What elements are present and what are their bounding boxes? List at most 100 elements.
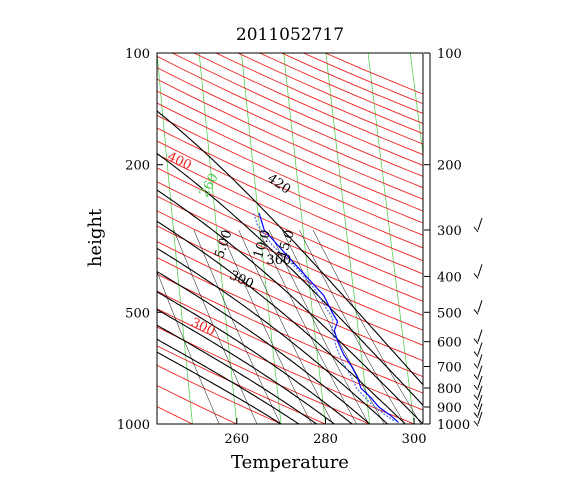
wind-barb — [477, 365, 483, 378]
sounding — [253, 212, 399, 423]
plot-frame — [156, 52, 424, 425]
axes: 260 280 300 100 200 500 1000 — [117, 47, 427, 447]
wind-tick-label: 500 — [437, 306, 462, 321]
dry-adiabat-line — [157, 127, 423, 249]
isotherm-line — [241, 53, 282, 424]
y-tick-label: 100 — [125, 47, 150, 62]
mixing-ratio-line — [312, 229, 422, 424]
dewpoint-profile — [253, 212, 395, 422]
dry-adiabat-line — [157, 308, 416, 424]
wind-barb-flag — [473, 351, 479, 357]
mixing-ratio-line — [220, 229, 312, 424]
moist-adiabat-line — [157, 291, 353, 424]
wind-barb — [477, 411, 483, 425]
moist-adiabat-line — [157, 308, 335, 424]
dry-adiabat-line — [259, 53, 423, 124]
mixing-ratio-line — [299, 229, 405, 424]
wind-tick-label: 900 — [437, 401, 462, 416]
x-tick-label: 300 — [402, 432, 427, 447]
wind-tick-label: 200 — [437, 159, 462, 174]
y-axis-label: height — [85, 208, 106, 267]
dry-adiabat-line — [157, 257, 423, 378]
moist-adiabat-line — [157, 152, 423, 406]
isotherm-label: 220 — [29, 224, 54, 253]
wind-tick-label: 100 — [437, 47, 462, 62]
wind-axis-ticks: 100 200 300 400 500 600 700 800 900 1000 — [424, 47, 470, 433]
wind-tick-label: 700 — [437, 361, 462, 376]
moist-adiabat-line — [157, 189, 423, 424]
wind-barb — [477, 354, 483, 367]
isotherm-line — [30, 53, 60, 432]
moist-adiabat-label: 420 — [264, 171, 293, 198]
mixing-ratio-line — [258, 229, 357, 424]
wind-barb-flag — [473, 363, 479, 369]
wind-tick-label: 400 — [437, 270, 462, 285]
dry-adiabat-line — [157, 114, 423, 236]
isotherm-line — [157, 53, 193, 424]
dry-adiabat-line — [157, 167, 423, 288]
mixing-ratio-line — [281, 229, 385, 424]
wind-tick-label: 300 — [437, 224, 462, 239]
moist-adiabat-line — [157, 247, 388, 424]
wind-barb — [477, 375, 483, 389]
dry-adiabat-line — [157, 364, 283, 424]
wind-barb — [477, 342, 483, 355]
dry-adiabat-line — [157, 385, 238, 424]
wind-barb — [477, 394, 483, 408]
mixing-ratio-line — [157, 270, 220, 424]
mixing-ratio-line — [193, 229, 281, 424]
mixing-ratio-lines — [157, 229, 422, 424]
wind-barb — [477, 217, 483, 231]
isotherm-line — [367, 53, 415, 424]
wind-barb-flag — [473, 273, 479, 279]
x-tick-label: 280 — [313, 432, 338, 447]
y-tick-label: 500 — [125, 306, 150, 321]
wind-barb-flag — [473, 308, 479, 315]
isotherm-label: 240 — [114, 206, 139, 235]
moist-adiabat-line — [157, 220, 406, 424]
dry-adiabat-line — [157, 78, 423, 200]
moist-adiabat-line — [157, 338, 300, 424]
wind-tick-label: 600 — [437, 336, 462, 351]
dry-adiabat-line — [157, 273, 423, 394]
wind-tick-label: 800 — [437, 382, 462, 397]
dry-adiabat-line — [157, 241, 423, 362]
wind-barb-flag — [473, 412, 479, 419]
wind-barb-flag — [473, 226, 479, 233]
y-tick-label: 200 — [125, 159, 150, 174]
chart-title: 2011052717 — [236, 25, 344, 45]
dry-adiabat-line — [157, 290, 423, 411]
x-axis-label: Temperature — [231, 452, 349, 473]
wind-barb — [477, 329, 483, 342]
wind-barb-flag — [473, 384, 479, 391]
dry-adiabat-line — [157, 153, 423, 275]
dry-adiabats — [157, 53, 423, 424]
wind-barb-flag — [473, 374, 479, 380]
wind-barb — [477, 300, 483, 313]
mixing-ratio-line — [268, 229, 370, 424]
dry-adiabat-line — [157, 195, 423, 317]
wind-barb — [477, 264, 483, 277]
dry-adiabat-line — [157, 67, 423, 189]
moist-adiabat-label: 300. — [227, 268, 260, 294]
dry-adiabat-line — [157, 102, 423, 224]
wind-barb — [477, 403, 483, 416]
moist-adiabat-line — [157, 351, 282, 424]
dry-adiabat-line — [157, 181, 423, 302]
moist-adiabat-line — [157, 270, 371, 424]
moist-adiabat-line — [157, 324, 317, 424]
wind-barb-flag — [473, 403, 479, 410]
x-tick-label: 260 — [224, 432, 249, 447]
dry-adiabat-line — [157, 140, 423, 262]
wind-barb — [477, 385, 483, 398]
moist-adiabat-label: 360. — [266, 253, 295, 268]
isotherm-line — [0, 53, 16, 432]
mixing-ratio-line — [173, 229, 258, 424]
dry-adiabat-line — [281, 53, 423, 114]
dry-adiabat-label: 350 — [119, 198, 148, 222]
wind-barb-flag — [473, 338, 479, 345]
wind-barb-flag — [473, 394, 479, 401]
wind-tick-label: 1000 — [437, 418, 470, 433]
